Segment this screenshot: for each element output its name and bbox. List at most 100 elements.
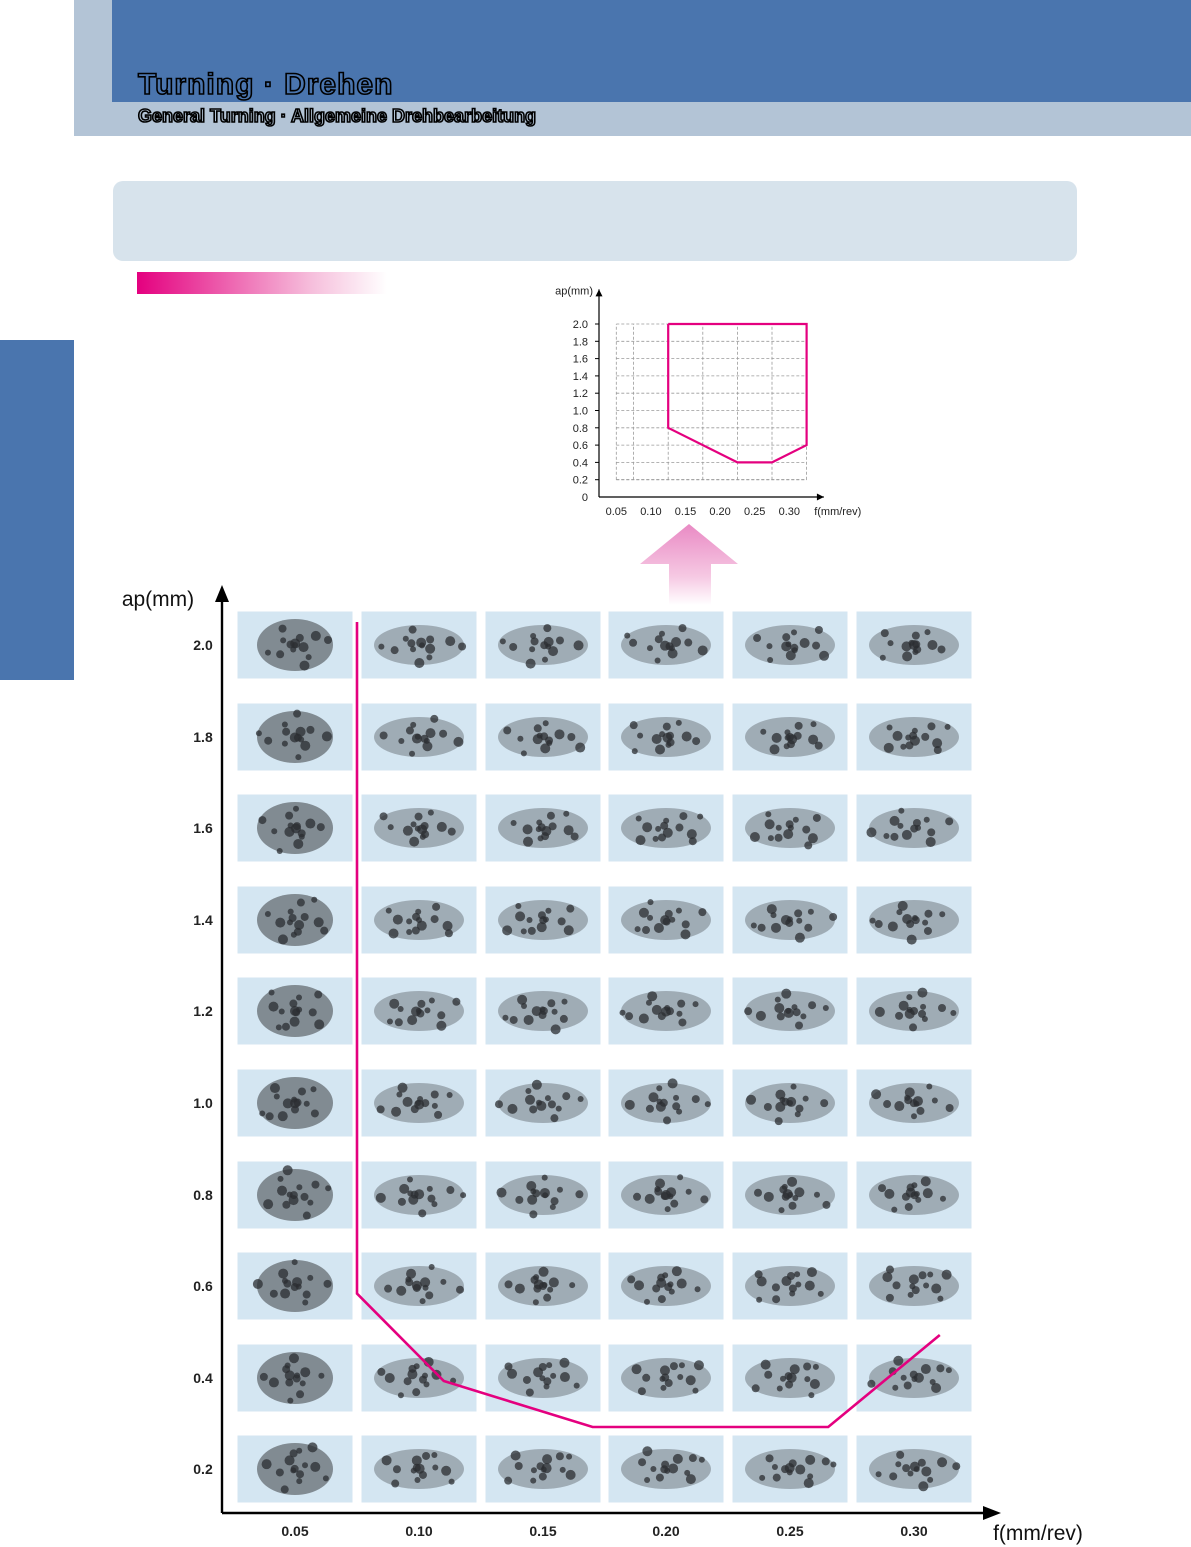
chip-photo xyxy=(237,1069,353,1137)
chip-piece xyxy=(539,1375,546,1382)
chip-piece xyxy=(651,1004,662,1015)
chip-piece xyxy=(669,916,676,923)
chip-piece xyxy=(391,1106,402,1117)
chip-piece xyxy=(503,726,512,735)
chip-piece xyxy=(284,1455,295,1466)
chip-piece xyxy=(894,1101,905,1112)
chip-piece xyxy=(411,733,422,744)
chip-piece xyxy=(772,1295,781,1304)
chip-piece xyxy=(765,1454,774,1463)
chip-piece xyxy=(908,1274,919,1285)
chip-piece xyxy=(563,810,570,817)
x-axis-label: f(mm/rev) xyxy=(814,506,861,518)
chip-piece xyxy=(763,1102,772,1111)
chip-piece xyxy=(411,1455,422,1466)
chip-piece xyxy=(659,1098,668,1107)
chip-piece xyxy=(296,1470,305,1479)
chip-piece xyxy=(666,1187,677,1198)
chip-piece xyxy=(892,1384,899,1391)
chip-piece xyxy=(671,1266,682,1277)
chip-piece xyxy=(924,909,933,918)
chip-piece xyxy=(535,826,542,833)
chip-piece xyxy=(391,1479,400,1488)
chip-piece xyxy=(436,821,447,832)
chip-piece xyxy=(252,1279,263,1290)
chip-piece xyxy=(414,1476,421,1483)
chip-piece xyxy=(931,1382,942,1393)
chip-piece xyxy=(904,1087,915,1098)
chip-piece xyxy=(774,1003,785,1014)
chip-piece xyxy=(297,829,306,838)
chip-piece xyxy=(882,1272,893,1283)
chip-piece xyxy=(785,650,796,661)
chip-piece xyxy=(514,1283,525,1294)
chip-piece xyxy=(684,638,693,647)
chip-piece xyxy=(297,1087,306,1096)
chip-piece xyxy=(431,1451,438,1458)
chip-piece xyxy=(530,1477,537,1484)
chip-piece xyxy=(517,735,524,742)
chip-photo xyxy=(361,1435,477,1503)
y-tick-label: 1.6 xyxy=(193,820,213,836)
chip-piece xyxy=(268,1377,279,1388)
chip-photo xyxy=(237,1161,353,1229)
chip-piece xyxy=(911,727,918,734)
range-polygon xyxy=(667,322,808,464)
chip-piece xyxy=(643,1298,650,1305)
chip-piece xyxy=(265,1112,274,1121)
chip-piece xyxy=(548,822,557,831)
chip-piece xyxy=(268,989,275,996)
chip-piece xyxy=(800,1013,807,1020)
chip-piece xyxy=(821,1457,830,1466)
chip-piece xyxy=(676,1108,683,1115)
chip-piece xyxy=(415,908,422,915)
chip-piece xyxy=(299,660,310,671)
chip-piece xyxy=(389,998,400,1009)
chip-piece xyxy=(812,641,821,650)
chip-piece xyxy=(384,1373,395,1383)
chip-piece xyxy=(298,642,309,653)
chip-piece xyxy=(673,1094,680,1101)
chip-piece xyxy=(765,811,772,818)
chip-piece xyxy=(420,822,429,831)
chip-piece xyxy=(822,1200,831,1209)
chip-piece xyxy=(887,921,898,932)
chip-piece xyxy=(802,1095,809,1102)
y-tick-label: 0.8 xyxy=(573,423,588,435)
chip-piece xyxy=(664,1005,671,1012)
chip-piece xyxy=(786,1469,793,1476)
chip-photo xyxy=(856,794,972,862)
x-tick-label: 0.15 xyxy=(529,1523,556,1539)
chip-piece xyxy=(909,1283,916,1290)
chip-piece xyxy=(556,1186,563,1193)
chip-piece xyxy=(525,1388,534,1397)
chip-piece xyxy=(507,1368,518,1379)
up-arrow-shape xyxy=(640,524,738,605)
small-chart: 0 0.2 0.4 0.6 0.8 1.0 1.2 1.4 1.6 1.8 2.0 0.05 0.10 0… xyxy=(555,285,861,518)
chip-piece xyxy=(810,721,817,728)
recommended-range-line xyxy=(355,622,941,1429)
chip-piece xyxy=(325,1185,332,1192)
chip-piece xyxy=(577,1095,584,1102)
chip-piece xyxy=(377,1367,386,1376)
chip-photo xyxy=(608,1344,724,1412)
chip-piece xyxy=(530,1275,539,1284)
chip-piece xyxy=(883,1100,892,1109)
chip-piece xyxy=(625,1012,634,1021)
chip-piece xyxy=(448,1478,455,1485)
chip-piece xyxy=(688,837,697,846)
chip-piece xyxy=(453,736,464,747)
chip-piece xyxy=(936,1364,945,1373)
chip-piece xyxy=(277,934,288,945)
chip-piece xyxy=(281,1022,290,1031)
chip-piece xyxy=(543,1293,552,1302)
chip-piece xyxy=(276,650,285,659)
chip-piece xyxy=(280,1288,291,1299)
chip-piece xyxy=(289,999,298,1008)
chip-piece xyxy=(445,636,456,647)
chip-piece xyxy=(376,1105,385,1114)
chip-piece xyxy=(548,646,559,657)
chip-piece xyxy=(874,920,883,929)
chip-piece xyxy=(452,997,461,1006)
chip-piece xyxy=(786,1096,797,1107)
